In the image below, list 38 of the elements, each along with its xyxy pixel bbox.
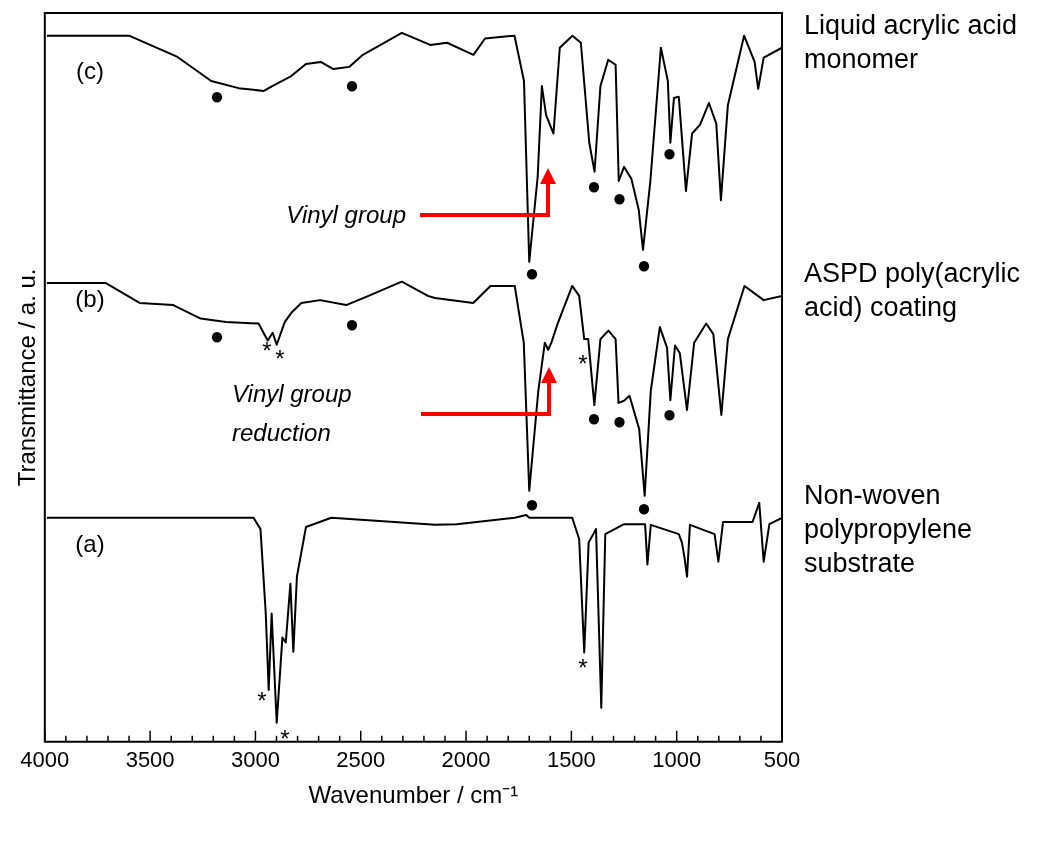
annotation: *	[280, 724, 290, 752]
annotation: ●	[344, 70, 360, 98]
annotation: ●	[662, 138, 677, 166]
x-tick-label: 2000	[441, 747, 491, 773]
x-tick-label: 1000	[652, 747, 702, 773]
annotation: ●	[586, 404, 602, 432]
annotation: ●	[344, 310, 360, 338]
annotation: (a)	[75, 529, 105, 557]
annotation: (b)	[75, 284, 105, 312]
annotation: ●	[524, 489, 540, 517]
x-axis-title: Wavenumber / cm⁻¹	[308, 781, 519, 809]
annotation: Vinyl group	[286, 199, 406, 230]
annotation: ●	[612, 406, 627, 434]
annotation: *	[262, 336, 272, 364]
x-tick-label: 3500	[125, 747, 175, 773]
annotation: ●	[209, 81, 225, 109]
x-tick-label: 1500	[546, 747, 596, 773]
x-tick-label: 2500	[336, 747, 386, 773]
annotation: *	[275, 344, 285, 372]
annotation: ●	[524, 258, 540, 286]
annotation: ●	[209, 321, 225, 349]
series-label: Non-woven polypropylene substrate	[804, 478, 974, 580]
annotation: *	[257, 686, 267, 714]
series-label: ASPD poly(acrylic acid) coating	[804, 256, 1022, 324]
x-tick-label: 4000	[20, 747, 70, 773]
annotation: *	[578, 349, 588, 377]
annotation: ●	[636, 493, 652, 521]
annotation: ●	[662, 399, 677, 427]
annotation: ●	[636, 250, 652, 278]
annotation: ●	[586, 171, 602, 199]
x-tick-label: 500	[763, 747, 801, 773]
y-axis-title: Transmittance / a. u.	[13, 268, 41, 487]
annotation: (c)	[76, 56, 104, 84]
annotation: *	[578, 654, 588, 682]
annotation: ●	[612, 184, 627, 212]
series-label: Liquid acrylic acid monomer	[804, 8, 1019, 76]
annotation: Vinyl group reduction	[232, 379, 353, 448]
x-tick-label: 3000	[230, 747, 280, 773]
